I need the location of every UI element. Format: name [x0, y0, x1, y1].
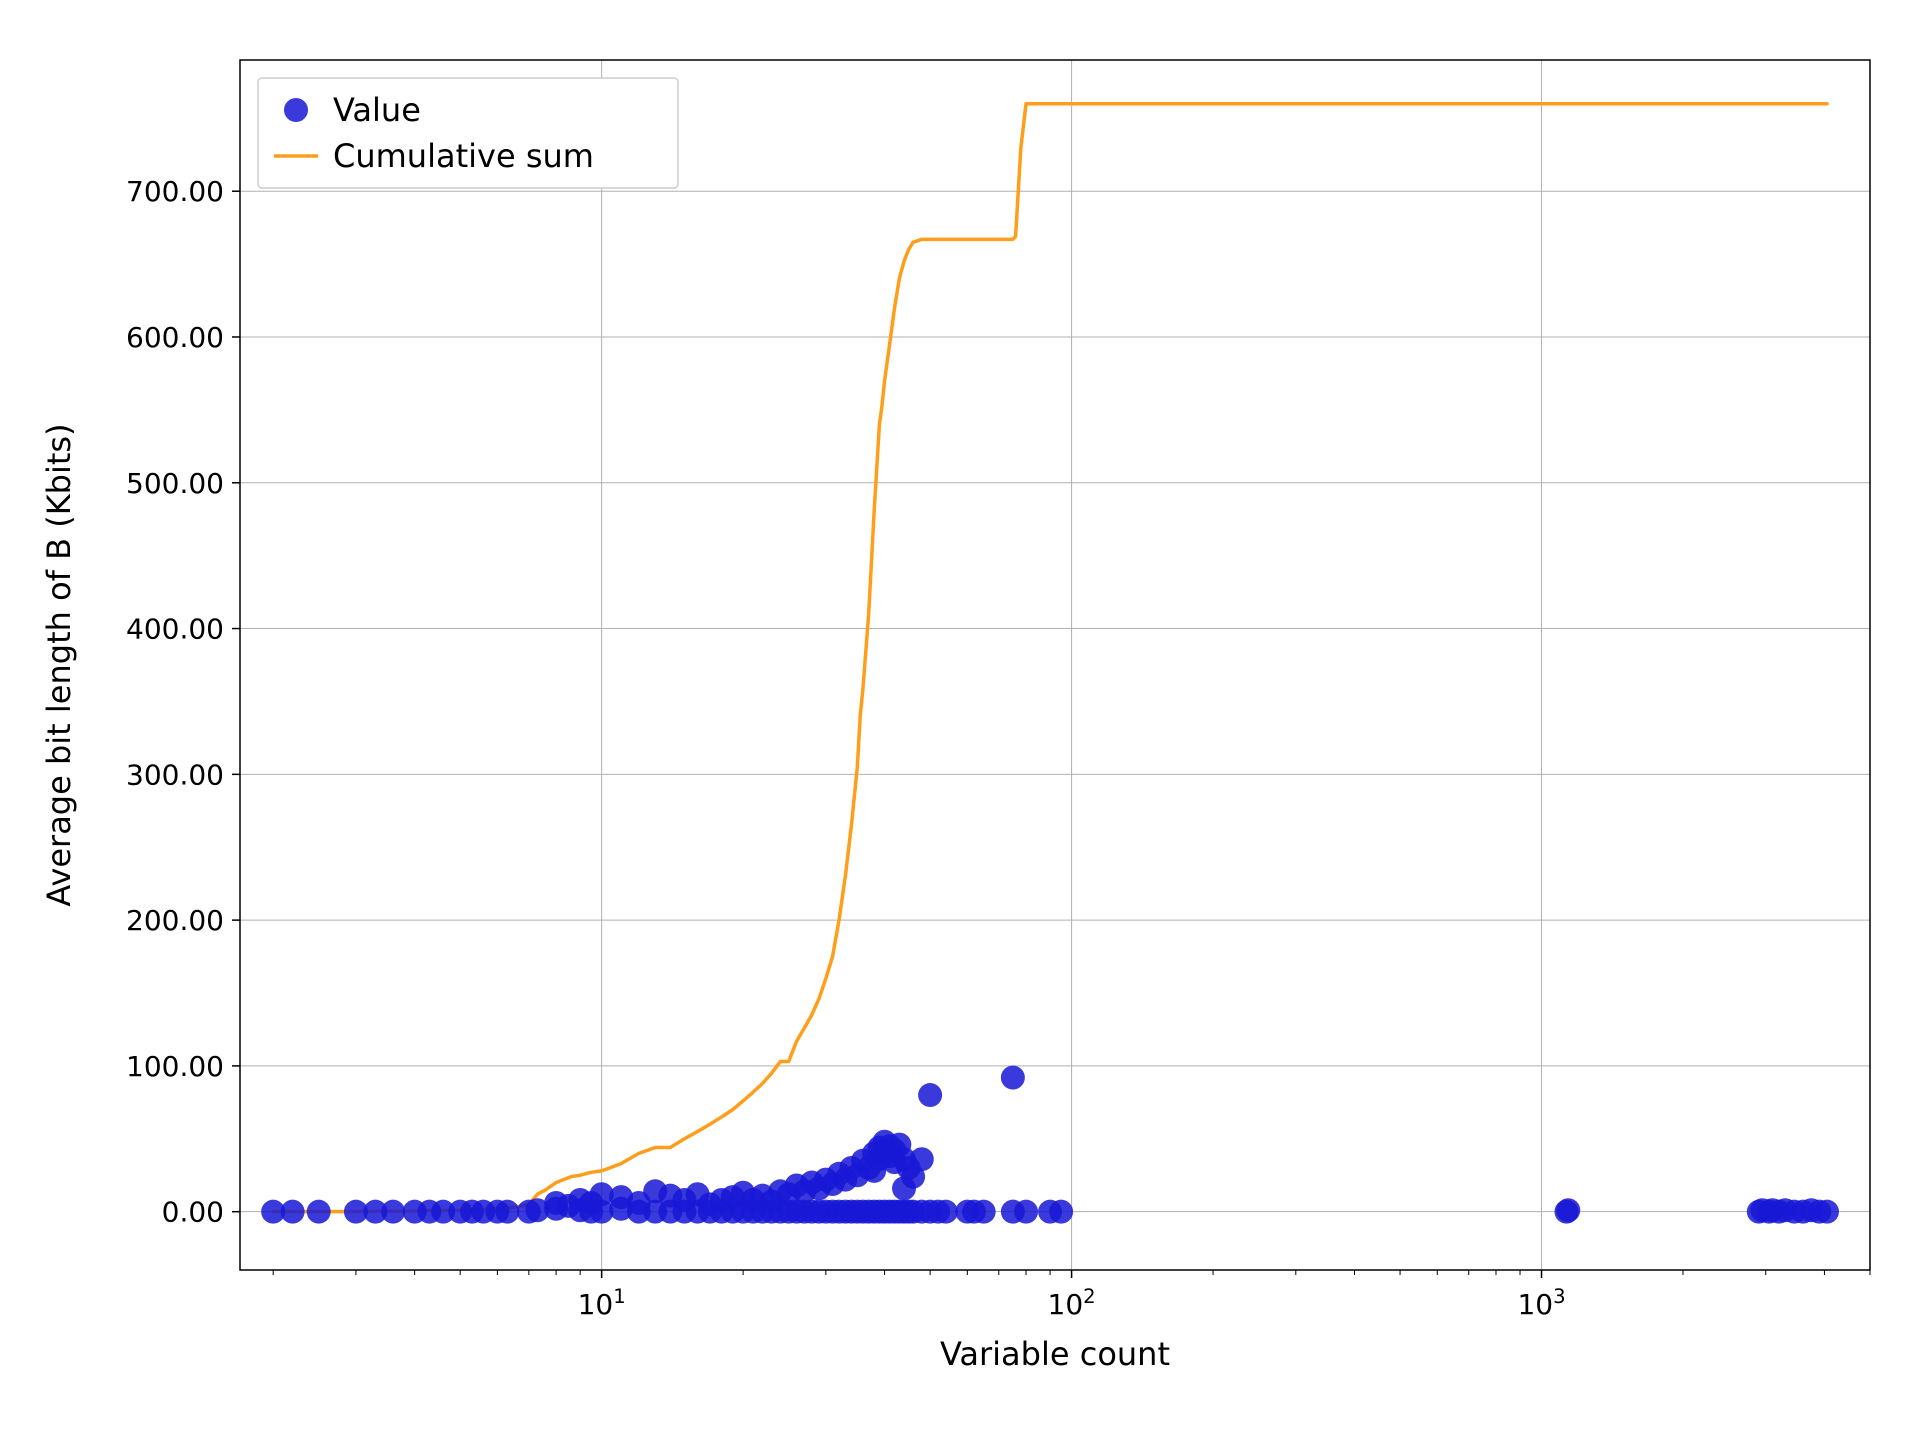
- y-tick-label: 100.00: [126, 1050, 224, 1083]
- legend-label-cumsum: Cumulative sum: [333, 137, 594, 175]
- scatter-point: [972, 1200, 996, 1224]
- scatter-point: [1556, 1198, 1580, 1222]
- x-tick-label: 103: [1517, 1285, 1565, 1322]
- plot-background: [240, 60, 1870, 1270]
- scatter-point: [934, 1200, 958, 1224]
- y-tick-label: 700.00: [126, 175, 224, 208]
- y-axis-label: Average bit length of B (Kbits): [40, 423, 78, 906]
- x-tick-label: 101: [578, 1285, 626, 1322]
- scatter-point: [1014, 1200, 1038, 1224]
- legend-label-value: Value: [333, 91, 421, 129]
- y-tick-label: 500.00: [126, 467, 224, 500]
- scatter-point: [307, 1200, 331, 1224]
- chart-container: 101 102 103 0.00 100.00 200.00 300.00 400.00 500…: [0, 0, 1920, 1440]
- scatter-point: [281, 1200, 305, 1224]
- y-tick-label: 400.00: [126, 613, 224, 646]
- y-tick-label: 200.00: [126, 904, 224, 937]
- scatter-point: [910, 1147, 934, 1171]
- x-tick-label: 102: [1048, 1285, 1096, 1322]
- scatter-point: [1001, 1066, 1025, 1090]
- scatter-point: [381, 1200, 405, 1224]
- x-axis-label: Variable count: [940, 1335, 1170, 1373]
- y-tick-label: 300.00: [126, 758, 224, 791]
- chart-svg: 101 102 103 0.00 100.00 200.00 300.00 400.00 500…: [0, 0, 1920, 1440]
- scatter-point: [1049, 1200, 1073, 1224]
- y-tick-label: 0.00: [162, 1196, 224, 1229]
- y-tick-label: 600.00: [126, 321, 224, 354]
- legend: Value Cumulative sum: [258, 78, 678, 188]
- scatter-point: [918, 1083, 942, 1107]
- legend-marker-icon: [284, 98, 308, 122]
- scatter-point: [1815, 1200, 1839, 1224]
- scatter-point: [495, 1200, 519, 1224]
